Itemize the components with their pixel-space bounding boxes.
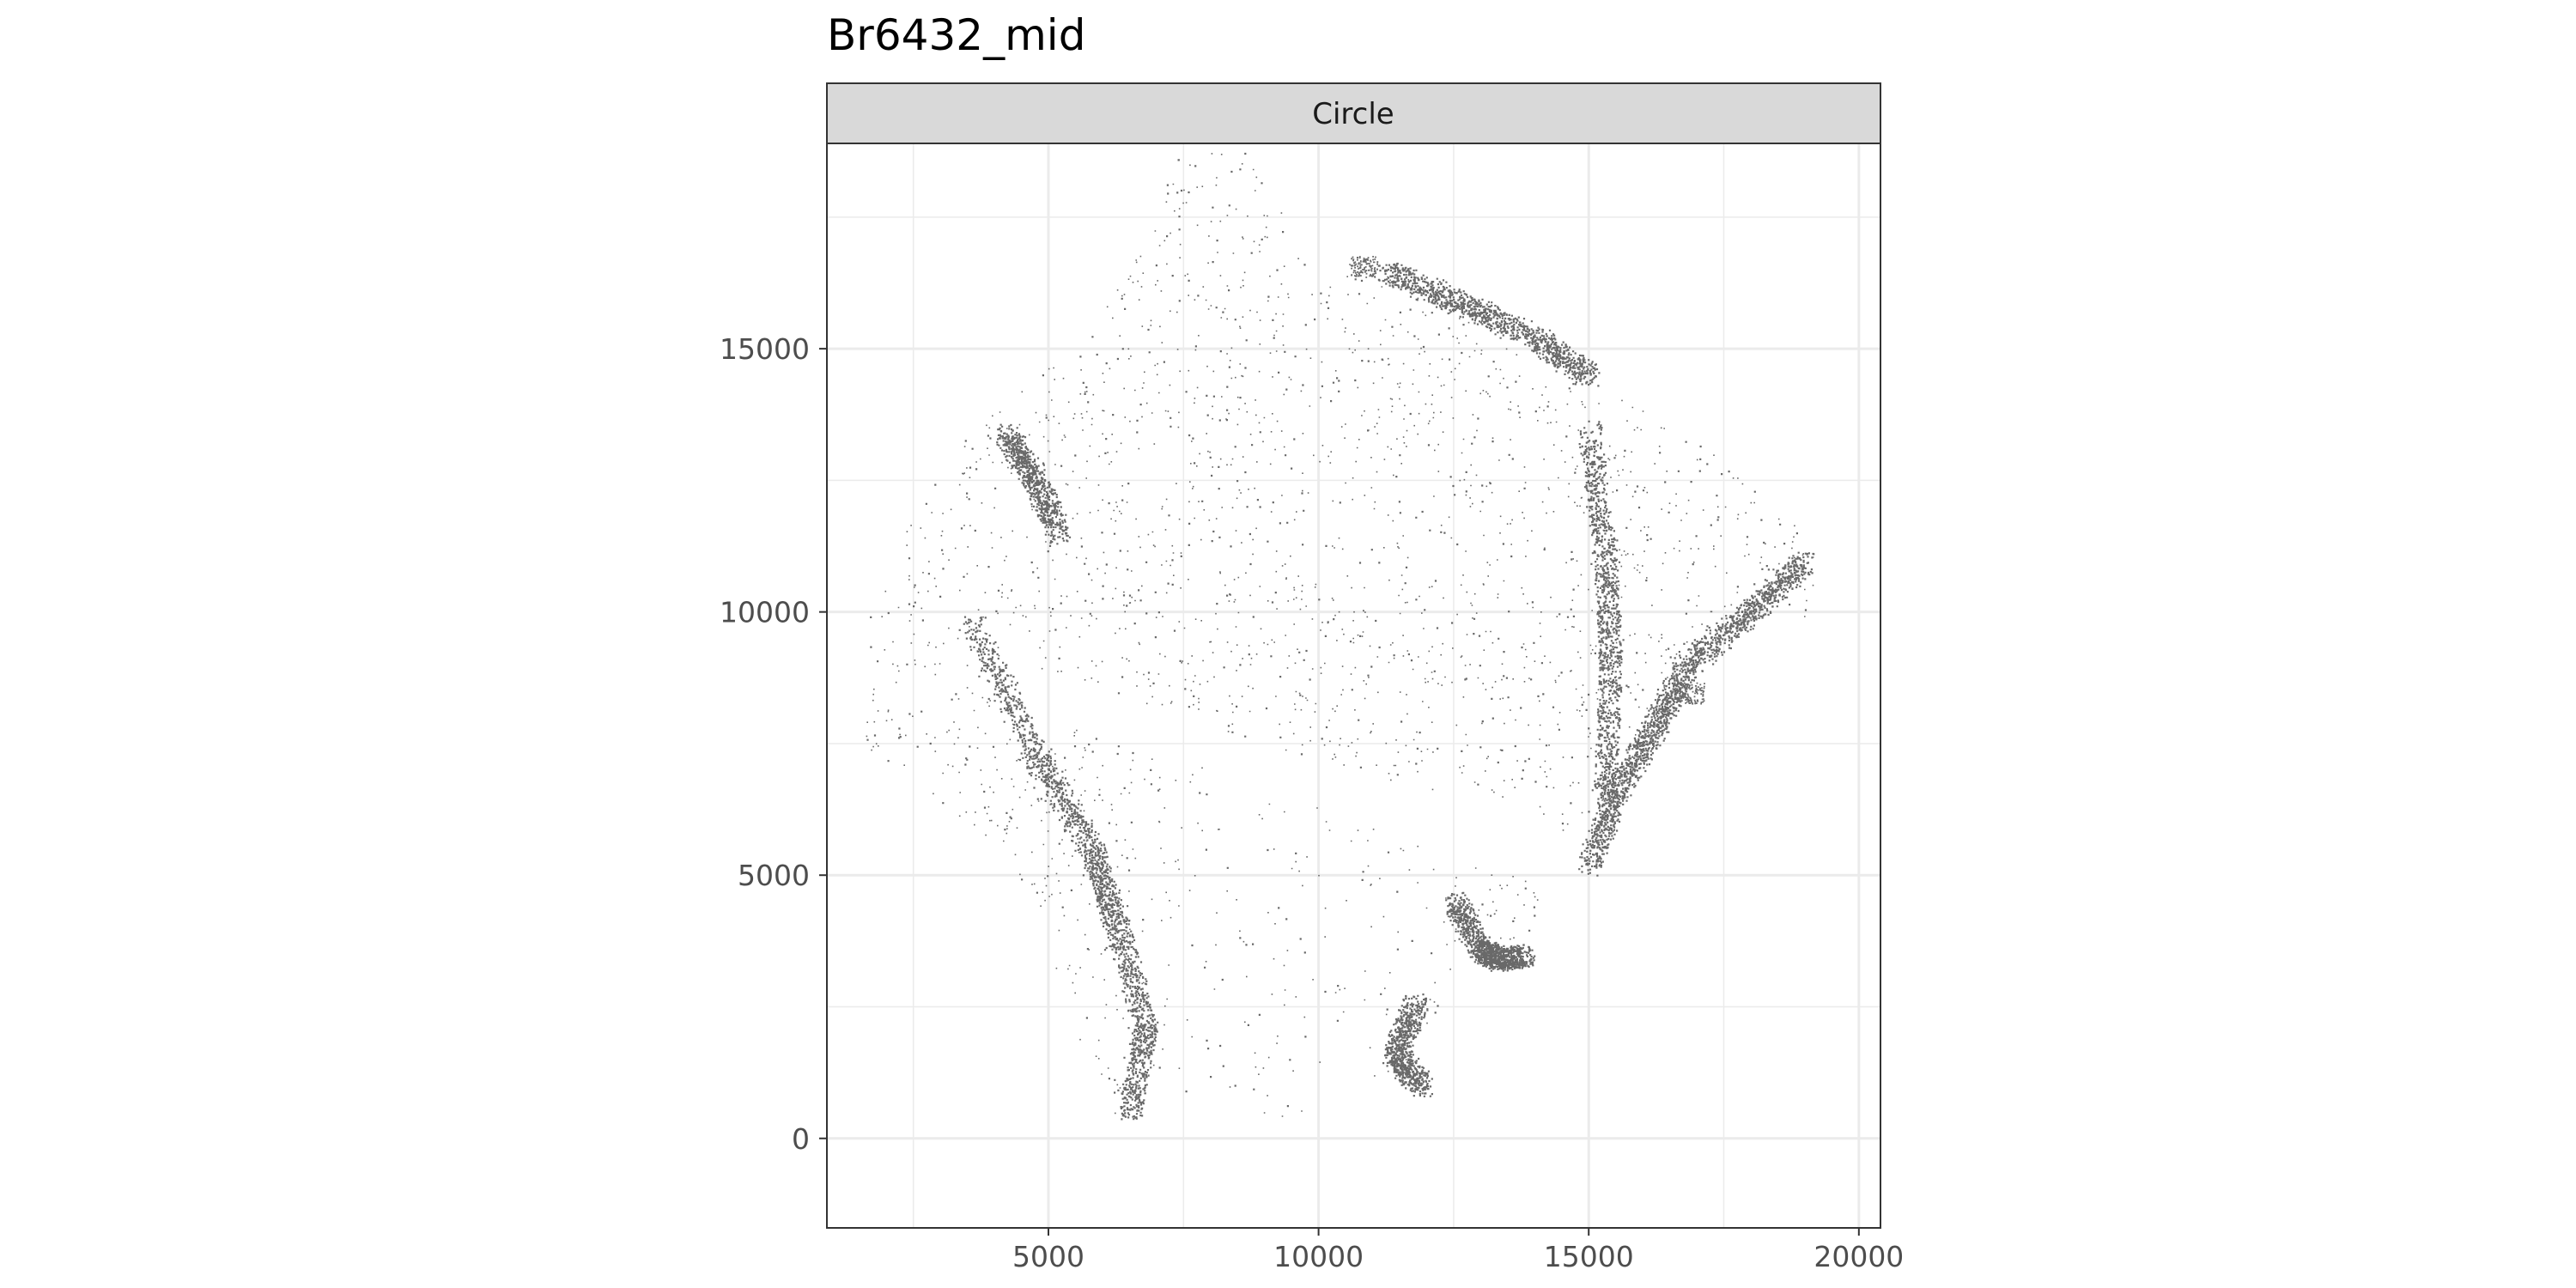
- x-tick-label: 5000: [1012, 1240, 1084, 1273]
- x-axis: 5000 10000 15000 20000: [1012, 1228, 1904, 1273]
- scatter-points: [866, 152, 1815, 1121]
- facet-strip: Circle: [826, 82, 1881, 144]
- y-tick-label: 0: [792, 1122, 810, 1156]
- y-tick-label: 10000: [720, 596, 810, 629]
- panel-background: [827, 143, 1880, 1228]
- facet-strip-label: Circle: [1312, 97, 1394, 131]
- plot-panel: [826, 143, 1881, 1229]
- grid-lines: [827, 143, 1880, 1228]
- cell-points: [866, 152, 1815, 1121]
- y-axis: 0 5000 10000 15000: [720, 332, 827, 1156]
- y-tick-label: 15000: [720, 332, 810, 366]
- x-tick-label: 20000: [1814, 1240, 1904, 1273]
- y-tick-label: 5000: [738, 859, 810, 892]
- panel-border: [826, 143, 1881, 1229]
- x-tick-label: 15000: [1544, 1240, 1634, 1273]
- chart-title: Br6432_mid: [827, 10, 1085, 60]
- x-tick-label: 10000: [1273, 1240, 1364, 1273]
